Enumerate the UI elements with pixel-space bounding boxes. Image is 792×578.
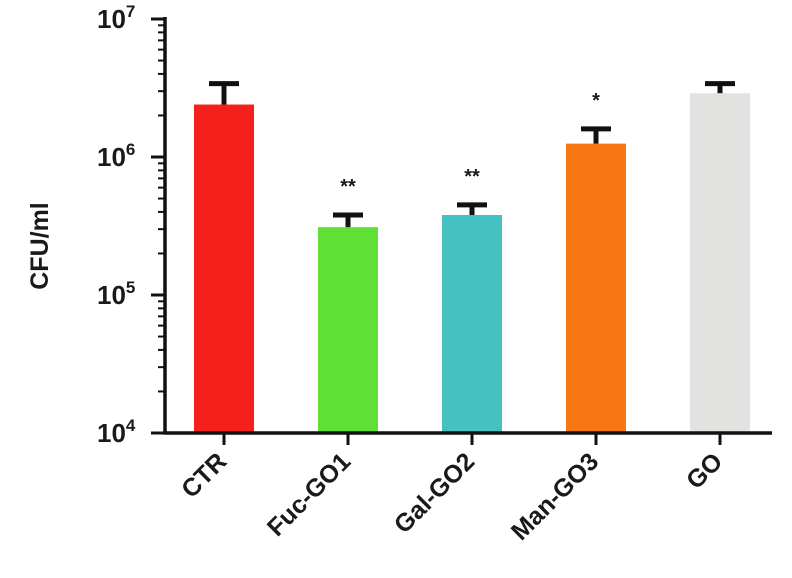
y-tick-label: 107 xyxy=(97,2,135,34)
bars-layer xyxy=(194,93,750,434)
bar xyxy=(566,143,626,434)
axes-layer xyxy=(151,17,772,445)
significance-label: ** xyxy=(340,176,356,198)
y-tick-label: 105 xyxy=(97,278,135,310)
error-bars-layer xyxy=(209,81,735,228)
significance-label: ** xyxy=(464,166,480,188)
x-tick-label: GO xyxy=(681,447,728,494)
bar xyxy=(442,214,502,433)
bar xyxy=(318,227,378,433)
significance-label: * xyxy=(592,90,600,112)
x-tick-label: Gal-GO2 xyxy=(389,447,481,539)
bar xyxy=(194,104,254,433)
x-tick-label: Man-GO3 xyxy=(506,447,604,545)
y-tick-label: 104 xyxy=(97,416,136,448)
y-tick-label: 106 xyxy=(97,140,135,172)
y-axis-title: CFU/ml xyxy=(26,202,54,290)
x-tick-label: Fuc-GO1 xyxy=(262,447,357,542)
bar xyxy=(690,93,750,433)
x-tick-label: CTR xyxy=(176,447,232,503)
